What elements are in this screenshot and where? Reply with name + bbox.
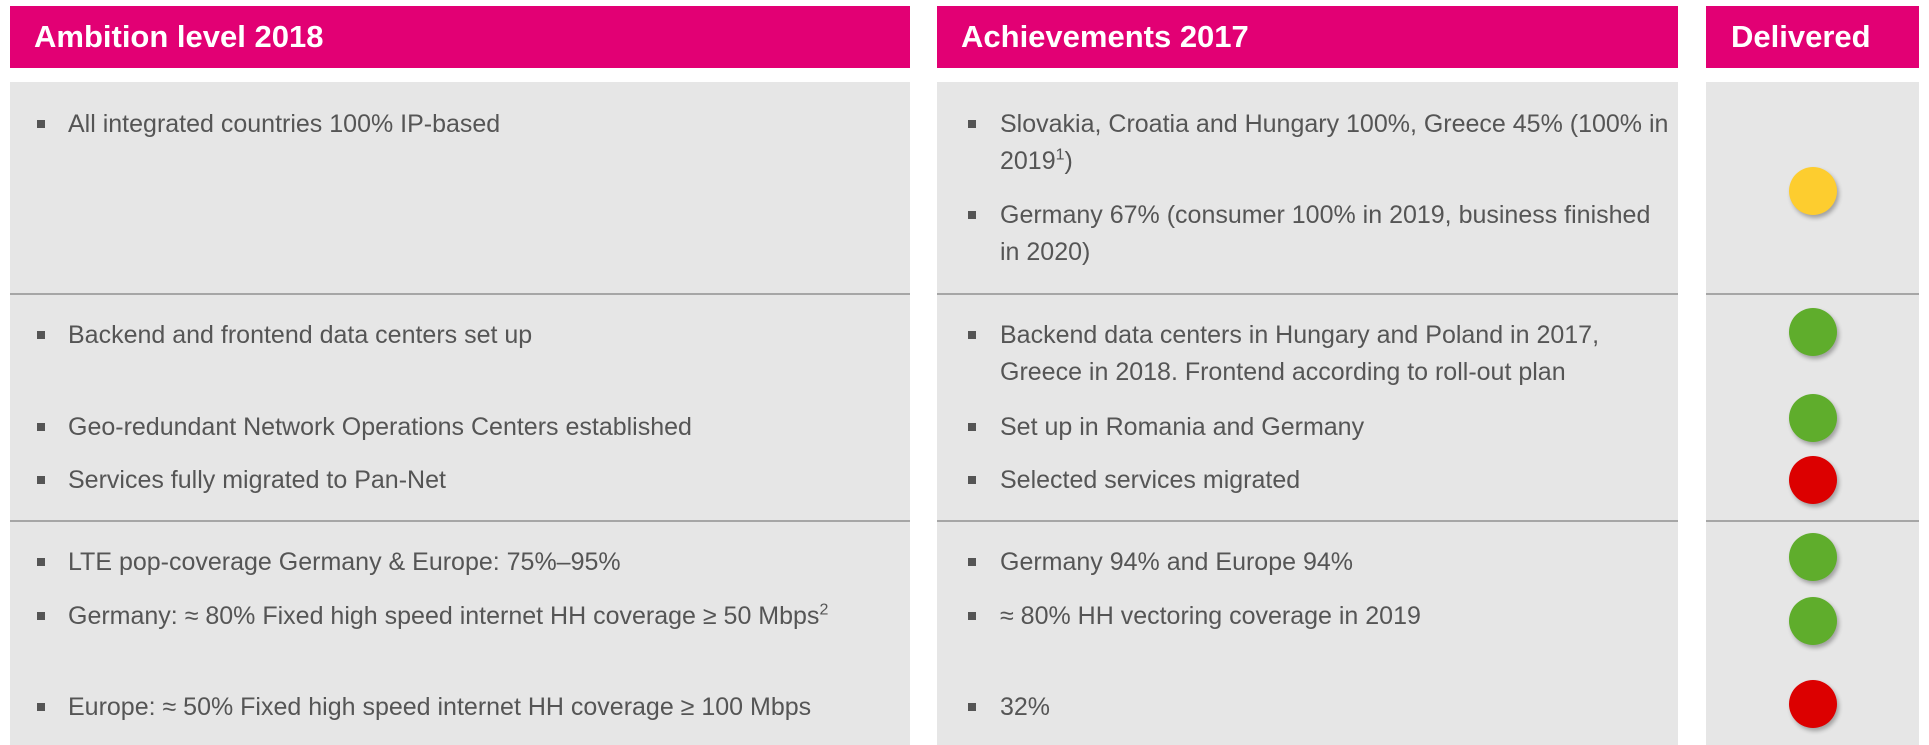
text: Germany 67% (consumer 100% in 2019, busi…: [1000, 200, 1651, 266]
row-divider: [937, 520, 1678, 522]
bullet: [37, 476, 45, 484]
text: Germany 94% and Europe 94%: [1000, 547, 1353, 576]
list-item: Germany 67% (consumer 100% in 2019, busi…: [1000, 197, 1670, 271]
list-item: Europe: ≈ 50% Fixed high speed internet …: [68, 689, 908, 726]
text: Set up in Romania and Germany: [1000, 412, 1365, 441]
header: Ambition level 2018: [10, 6, 910, 68]
bullet: [968, 120, 976, 128]
text: All integrated countries 100% IP-based: [68, 109, 501, 138]
status-indicator: [1789, 456, 1837, 504]
list-item: Backend and frontend data centers set up: [68, 317, 908, 354]
list-item: Germany: ≈ 80% Fixed high speed internet…: [68, 598, 908, 635]
bullet: [37, 423, 45, 431]
bullet: [37, 612, 45, 620]
list-item: Set up in Romania and Germany: [1000, 409, 1670, 446]
row-divider: [1706, 293, 1919, 295]
list-item: Services fully migrated to Pan-Net: [68, 462, 908, 499]
bullet: [968, 331, 976, 339]
status-indicator: [1789, 308, 1837, 356]
list-item: LTE pop-coverage Germany & Europe: 75%–9…: [68, 544, 908, 581]
list-item: ≈ 80% HH vectoring coverage in 2019: [1000, 598, 1670, 635]
footnote-mark: 2: [819, 601, 829, 619]
row-divider: [10, 520, 910, 522]
list-item: Backend data centers in Hungary and Pola…: [1000, 317, 1670, 391]
bullet: [968, 558, 976, 566]
bullet: [37, 331, 45, 339]
list-item: Selected services migrated: [1000, 462, 1670, 499]
text: Services fully migrated to Pan-Net: [68, 465, 446, 494]
list-item: Geo-redundant Network Operations Centers…: [68, 409, 908, 446]
bullet: [968, 703, 976, 711]
text: 32%: [1000, 692, 1051, 721]
column: [10, 82, 910, 745]
bullet: [37, 120, 45, 128]
row-divider: [937, 293, 1678, 295]
text: Backend data centers in Hungary and Pola…: [1000, 320, 1600, 386]
status-indicator: [1789, 167, 1837, 215]
text: Geo-redundant Network Operations Centers…: [68, 412, 692, 441]
list-item: Germany 94% and Europe 94%: [1000, 544, 1670, 581]
header: Delivered: [1706, 6, 1919, 68]
row-divider: [1706, 520, 1919, 522]
text: ): [1064, 146, 1073, 175]
bullet: [968, 612, 976, 620]
bullet: [968, 423, 976, 431]
list-item: All integrated countries 100% IP-based: [68, 106, 908, 143]
status-indicator: [1789, 533, 1837, 581]
text: Germany: ≈ 80% Fixed high speed internet…: [68, 601, 820, 630]
row-divider: [10, 293, 910, 295]
text: Europe: ≈ 50% Fixed high speed internet …: [68, 692, 812, 721]
text: ≈ 80% HH vectoring coverage in 2019: [1000, 601, 1421, 630]
bullet: [37, 558, 45, 566]
status-indicator: [1789, 680, 1837, 728]
status-indicator: [1789, 394, 1837, 442]
column: [937, 82, 1678, 745]
list-item: 32%: [1000, 689, 1670, 726]
text: LTE pop-coverage Germany & Europe: 75%–9…: [68, 547, 621, 576]
bullet: [968, 476, 976, 484]
list-item: Slovakia, Croatia and Hungary 100%, Gree…: [1000, 106, 1670, 180]
status-indicator: [1789, 597, 1837, 645]
text: Backend and frontend data centers set up: [68, 320, 533, 349]
text: Slovakia, Croatia and Hungary 100%, Gree…: [1000, 109, 1669, 175]
text: Selected services migrated: [1000, 465, 1301, 494]
bullet: [37, 703, 45, 711]
footnote-mark: 1: [1055, 146, 1065, 164]
bullet: [968, 211, 976, 219]
header: Achievements 2017: [937, 6, 1678, 68]
